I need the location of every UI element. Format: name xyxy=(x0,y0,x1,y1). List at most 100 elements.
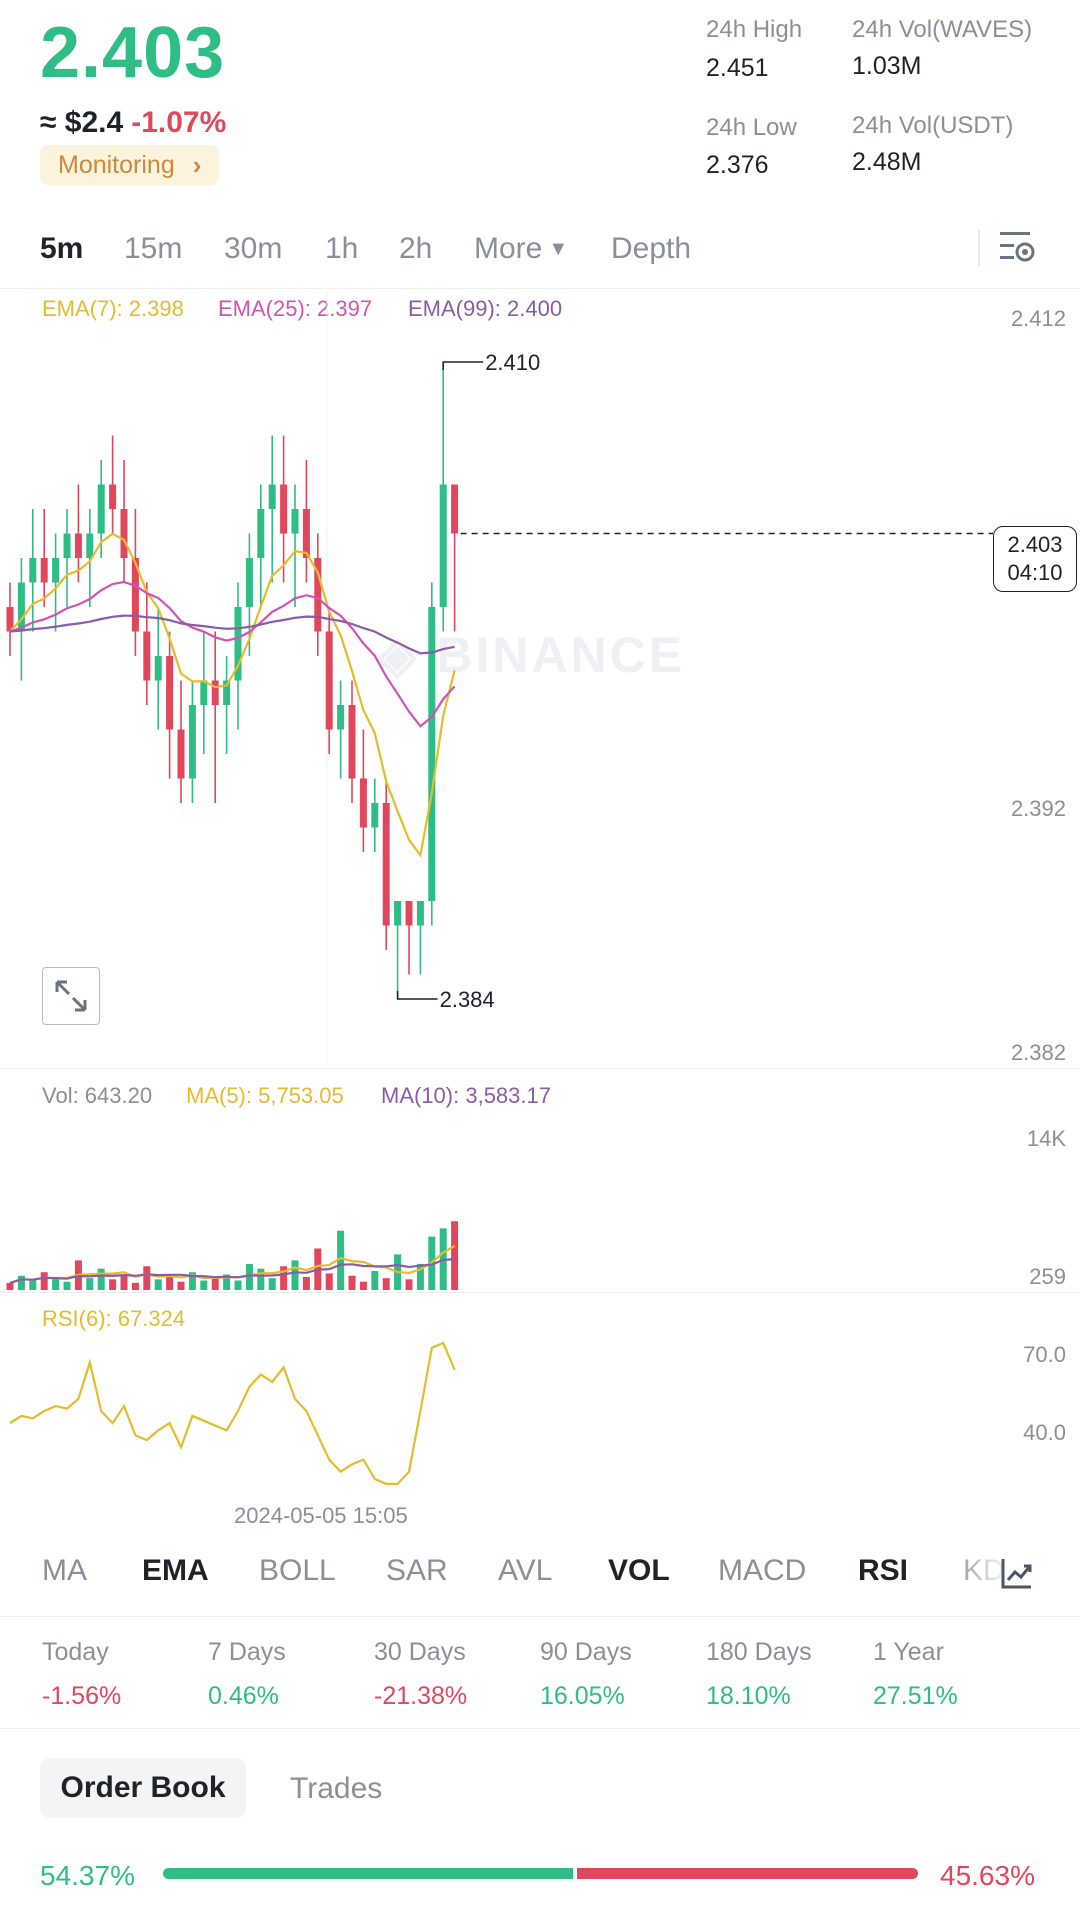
candle xyxy=(166,631,174,779)
tab-trades[interactable]: Trades xyxy=(290,1772,383,1805)
indicator-tab-avl[interactable]: AVL xyxy=(498,1554,553,1587)
candle xyxy=(302,460,310,583)
volume-bar xyxy=(29,1280,37,1290)
crosshair-time-label: 2024-05-05 15:05 xyxy=(234,1503,408,1528)
volume-bar xyxy=(166,1276,174,1290)
binance-watermark: ◈ BINANCE xyxy=(378,626,685,684)
volume-bar xyxy=(63,1281,71,1290)
volume-bar xyxy=(302,1276,310,1290)
volume-bar xyxy=(177,1281,185,1290)
indicator-tab-macd[interactable]: MACD xyxy=(718,1554,807,1587)
volume-bar xyxy=(325,1273,333,1290)
candle xyxy=(234,582,242,730)
current-price-tag: 2.403 04:10 xyxy=(993,526,1077,592)
volume-bar xyxy=(405,1279,413,1290)
indicator-tab-vol[interactable]: VOL xyxy=(608,1554,670,1587)
volume-chart[interactable] xyxy=(0,1120,1080,1295)
ema99-legend: EMA(99): 2.400 xyxy=(408,296,563,321)
indicator-tab-ma[interactable]: MA xyxy=(42,1554,87,1587)
candlestick-chart[interactable]: 2.410 2.384 xyxy=(0,292,1080,1066)
candle xyxy=(131,509,139,656)
candle xyxy=(382,778,390,950)
volume-bar xyxy=(348,1275,356,1290)
monitoring-badge[interactable]: Monitoring › xyxy=(40,145,220,185)
tabs-fade xyxy=(950,1540,1010,1610)
chart-settings-icon[interactable] xyxy=(998,228,1036,268)
tab-more[interactable]: More ▼ xyxy=(474,232,568,266)
volume-bar xyxy=(17,1275,25,1290)
candle xyxy=(211,631,219,803)
perf-value-today: -1.56% xyxy=(42,1682,122,1710)
low-marker-line xyxy=(396,991,438,1000)
volume-legend: Vol: 643.20 xyxy=(42,1083,153,1108)
volume-axis-label: 14K xyxy=(1026,1126,1066,1151)
tab-1h[interactable]: 1h xyxy=(325,232,359,265)
volume-bar xyxy=(40,1272,48,1290)
volume-bar xyxy=(268,1278,276,1290)
tab-divider xyxy=(978,230,980,266)
volume-bar xyxy=(451,1221,459,1290)
high-marker-line xyxy=(442,361,484,370)
stat-label-vol-waves: 24h Vol(WAVES) xyxy=(852,16,1033,43)
indicator-tab-ema[interactable]: EMA xyxy=(142,1554,209,1587)
volume-bar xyxy=(245,1263,253,1290)
candle xyxy=(394,901,402,999)
tab-15m[interactable]: 15m xyxy=(124,232,183,265)
candle xyxy=(188,680,196,803)
candle xyxy=(314,533,322,656)
divider xyxy=(0,1068,1080,1069)
volume-bar xyxy=(120,1274,128,1290)
stat-label-low: 24h Low xyxy=(706,114,797,141)
volume-bar xyxy=(52,1279,60,1290)
sell-ratio-label: 45.63% xyxy=(940,1860,1035,1891)
ema7-legend: EMA(7): 2.398 xyxy=(42,296,184,321)
chevron-right-icon: › xyxy=(192,149,202,180)
candle xyxy=(428,582,436,926)
perf-value-7d: 0.46% xyxy=(208,1682,279,1710)
fullscreen-expand-icon[interactable] xyxy=(42,967,100,1025)
tab-depth[interactable]: Depth xyxy=(611,232,692,265)
divider xyxy=(0,288,1080,289)
last-price: 2.403 xyxy=(40,13,226,93)
divider xyxy=(0,1616,1080,1617)
change-percent: -1.07% xyxy=(131,106,227,139)
indicator-tab-sar[interactable]: SAR xyxy=(386,1554,448,1587)
candle xyxy=(348,680,356,803)
tab-5m[interactable]: 5m xyxy=(40,232,84,265)
rsi-axis-label: 70.0 xyxy=(1023,1342,1066,1367)
buy-ratio-bar xyxy=(163,1868,574,1879)
indicator-tab-rsi[interactable]: RSI xyxy=(858,1554,909,1587)
tab-order-book[interactable]: Order Book xyxy=(40,1758,246,1818)
buy-ratio-label: 54.37% xyxy=(40,1860,135,1891)
candle xyxy=(143,582,151,705)
indicator-chart-icon[interactable] xyxy=(1000,1556,1034,1590)
volume-bar xyxy=(359,1281,367,1290)
volume-bar xyxy=(291,1260,299,1290)
candle xyxy=(6,582,14,656)
price-axis-label: 2.382 xyxy=(1010,1040,1066,1065)
volume-bar xyxy=(188,1272,196,1290)
usd-price: ≈ $2.4 xyxy=(40,106,124,139)
perf-label-180d: 180 Days xyxy=(706,1638,812,1666)
indicator-tab-boll[interactable]: BOLL xyxy=(259,1554,336,1587)
stat-value-vol-usdt: 2.48M xyxy=(852,148,922,176)
tab-2h[interactable]: 2h xyxy=(399,232,433,265)
vol-ma5-legend: MA(5): 5,753.05 xyxy=(186,1083,344,1108)
volume-bar xyxy=(371,1271,379,1290)
candle xyxy=(451,484,459,632)
ema25-line xyxy=(9,580,456,728)
candle xyxy=(416,901,424,975)
candle xyxy=(359,729,367,852)
perf-label-30d: 30 Days xyxy=(374,1638,466,1666)
rsi-chart[interactable] xyxy=(0,1322,1080,1500)
volume-bar xyxy=(143,1266,151,1290)
tab-30m[interactable]: 30m xyxy=(224,232,283,265)
candle xyxy=(63,509,71,607)
ema7-line xyxy=(9,532,456,858)
candle xyxy=(120,460,128,583)
volume-bar xyxy=(382,1278,390,1290)
perf-label-7d: 7 Days xyxy=(208,1638,286,1666)
candle xyxy=(223,656,231,754)
candle xyxy=(405,901,413,975)
volume-bar xyxy=(257,1268,265,1290)
